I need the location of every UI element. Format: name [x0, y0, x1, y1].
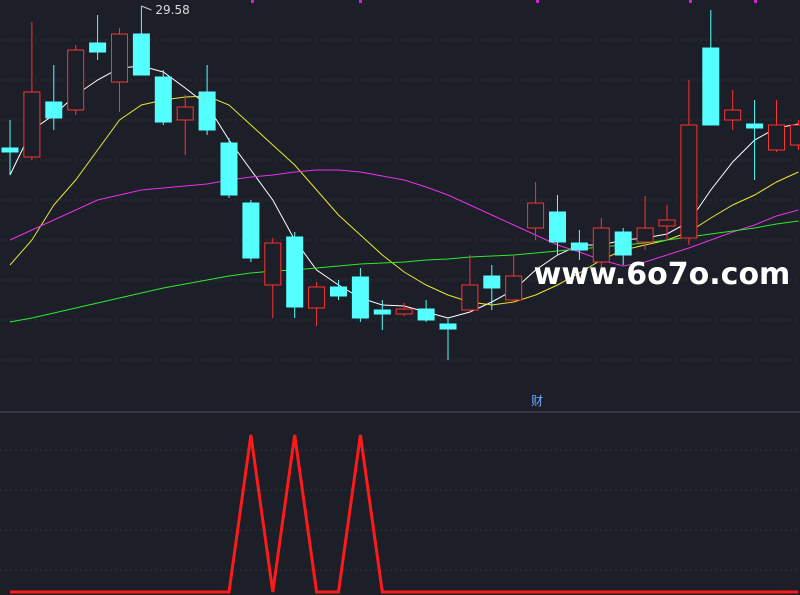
candle-body	[67, 49, 85, 111]
indicator-panel	[10, 434, 799, 594]
candle-body	[505, 275, 523, 301]
candle-body	[724, 109, 742, 121]
candle-body	[549, 211, 566, 243]
candle-body	[242, 202, 260, 259]
candle-body	[614, 231, 632, 256]
candle-body	[89, 42, 107, 53]
candle-body	[111, 33, 128, 83]
candle-body	[636, 227, 654, 243]
ma-line	[9, 169, 799, 267]
price-panel: 29.58	[1, 3, 800, 360]
candle-body	[768, 124, 785, 151]
candle-body	[789, 124, 800, 146]
marker	[754, 0, 757, 3]
candle-body	[680, 124, 698, 239]
candle-body	[702, 47, 720, 126]
candle-body	[570, 242, 588, 251]
annotation-arrow	[141, 5, 152, 11]
annotation: 29.58	[155, 3, 189, 17]
marker	[689, 0, 692, 3]
candle-body	[23, 91, 41, 158]
marker	[251, 0, 254, 3]
candle-body	[439, 323, 457, 330]
candle-body	[417, 308, 435, 321]
grid	[0, 39, 800, 571]
candle-body	[132, 33, 150, 76]
candle-body	[45, 101, 63, 119]
candle-body	[286, 236, 304, 308]
candle-body	[176, 106, 194, 121]
candle-body	[592, 227, 610, 263]
candle-body	[658, 219, 676, 227]
candle-body	[154, 76, 172, 123]
candle-body	[198, 91, 216, 131]
candle-body	[746, 123, 764, 129]
candle-body	[220, 142, 238, 196]
candle-body	[483, 275, 501, 289]
candle-body	[395, 308, 413, 315]
indicator-label: 财	[531, 394, 543, 408]
candle-body	[373, 309, 391, 315]
top-markers	[251, 0, 757, 3]
candle-body	[330, 286, 347, 297]
signal-line	[10, 434, 799, 594]
candle-body	[461, 284, 479, 311]
candle-body	[1, 147, 19, 153]
candle-body	[527, 202, 545, 229]
marker	[359, 0, 362, 3]
marker	[536, 0, 539, 3]
candle-body	[351, 276, 369, 319]
candle-body	[264, 242, 282, 286]
candle-body	[308, 286, 326, 309]
watermark: www.6o7o.com	[534, 257, 791, 292]
